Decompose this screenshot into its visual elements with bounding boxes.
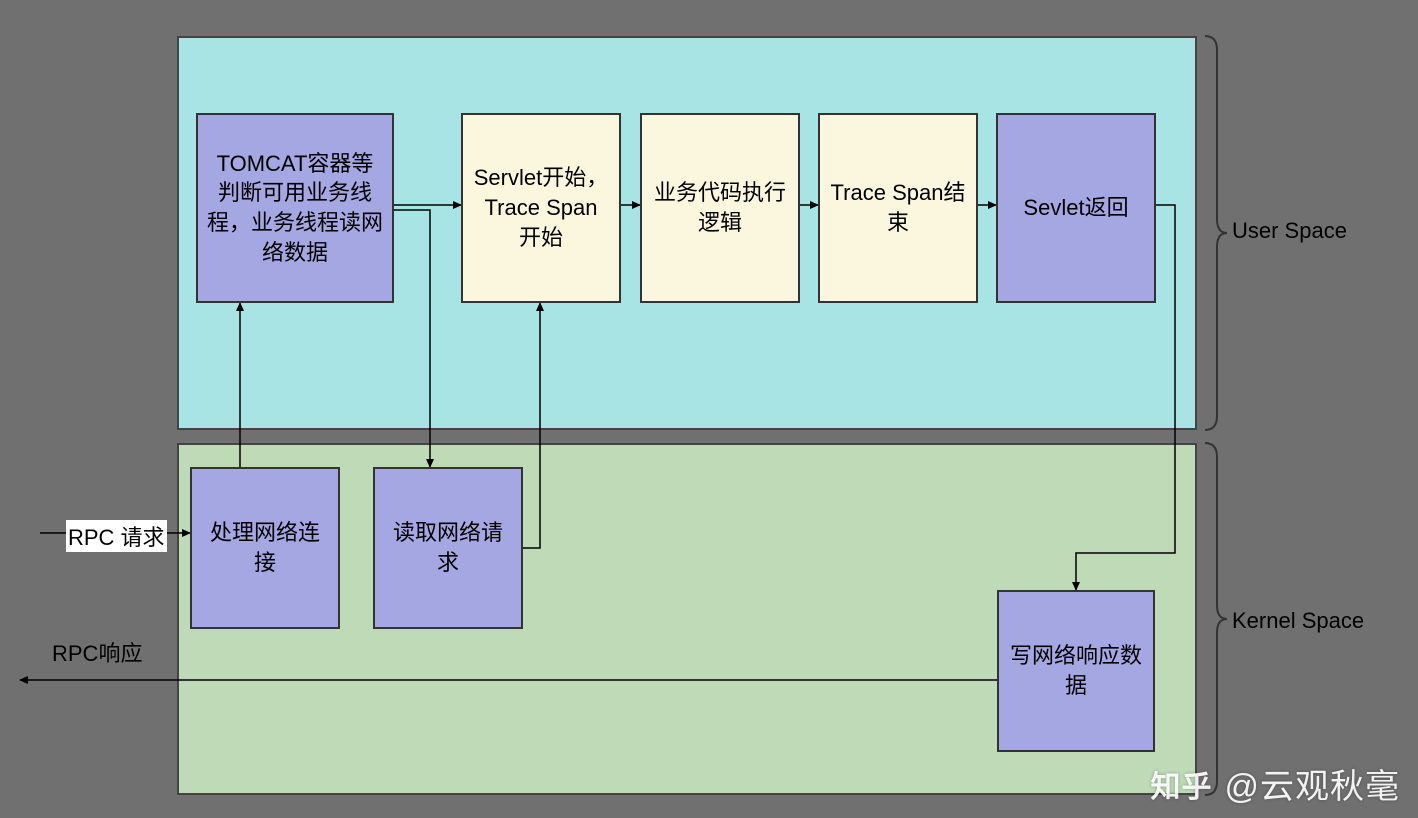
rpc-request-label: RPC 请求 [66, 520, 167, 552]
servlet-return-node: Sevlet返回 [996, 113, 1156, 303]
servlet-start-label: Servlet开始，Trace Span 开始 [471, 163, 611, 252]
business-logic-label: 业务代码执行逻辑 [650, 178, 790, 237]
span-end-node: Trace Span结束 [818, 113, 978, 303]
rpc-response-label: RPC响应 [50, 636, 144, 668]
span-end-label: Trace Span结束 [828, 178, 968, 237]
net-conn-label: 处理网络连接 [200, 518, 330, 577]
watermark-text-visible: @云观秋毫 [1224, 759, 1400, 808]
net-write-node: 写网络响应数据 [997, 590, 1155, 752]
servlet-return-label: Sevlet返回 [1023, 193, 1128, 223]
zhihu-logo-icon: 知乎 [1150, 762, 1212, 806]
net-conn-node: 处理网络连接 [190, 467, 340, 629]
net-read-label: 读取网络请求 [383, 518, 513, 577]
tomcat-label: TOMCAT容器等判断可用业务线程，业务线程读网络数据 [206, 149, 384, 268]
tomcat-node: TOMCAT容器等判断可用业务线程，业务线程读网络数据 [196, 113, 394, 303]
net-write-label: 写网络响应数据 [1007, 641, 1145, 700]
kernel-space-label: Kernel Space [1232, 608, 1364, 634]
watermark: 知乎 知乎 @云观秋毫 @云观秋毫 [1150, 759, 1400, 808]
user-space-label: User Space [1232, 218, 1347, 244]
net-read-node: 读取网络请求 [373, 467, 523, 629]
servlet-start-node: Servlet开始，Trace Span 开始 [461, 113, 621, 303]
business-logic-node: 业务代码执行逻辑 [640, 113, 800, 303]
